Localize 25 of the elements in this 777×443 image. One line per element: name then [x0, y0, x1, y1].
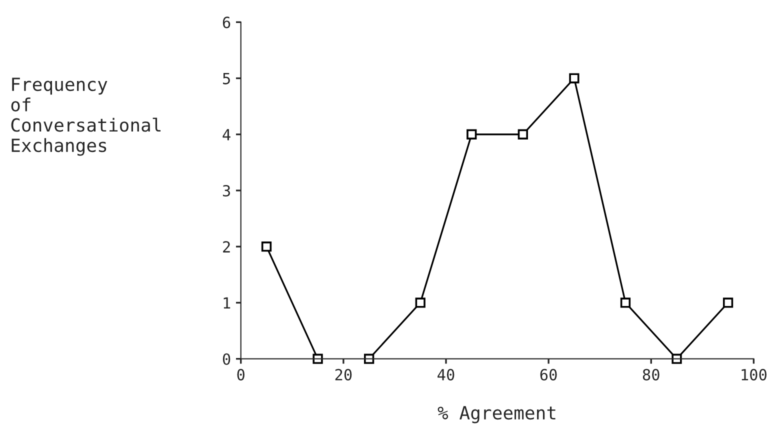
x-tick-label: 40 [438, 368, 454, 380]
point [569, 73, 580, 84]
y-tick-label: 4 [222, 129, 230, 140]
y-tick-label: 2 [223, 241, 230, 252]
x-tick-label: 80 [642, 368, 660, 380]
y-axis-title: Frequency of Conversational Exchanges [11, 78, 161, 156]
point [672, 354, 682, 364]
point [312, 354, 323, 364]
point [466, 129, 477, 140]
x-tick-label: 20 [335, 368, 352, 380]
point [722, 298, 734, 308]
x-tick-label: 100 [742, 368, 766, 380]
point [364, 354, 374, 364]
x-axis-title: % Agreement [438, 406, 556, 424]
y-tick-label: 5 [223, 72, 230, 84]
x-tick-label: 0 [237, 368, 244, 380]
point [415, 298, 426, 308]
point [261, 242, 272, 252]
y-tick-label: 0 [222, 353, 230, 365]
y-tick-label: 3 [222, 184, 230, 197]
point [620, 298, 631, 308]
point [518, 129, 528, 140]
y-tick-label: 6 [222, 16, 230, 28]
x-tick-label: 60 [540, 368, 557, 380]
y-tick-label: 1 [224, 297, 230, 309]
